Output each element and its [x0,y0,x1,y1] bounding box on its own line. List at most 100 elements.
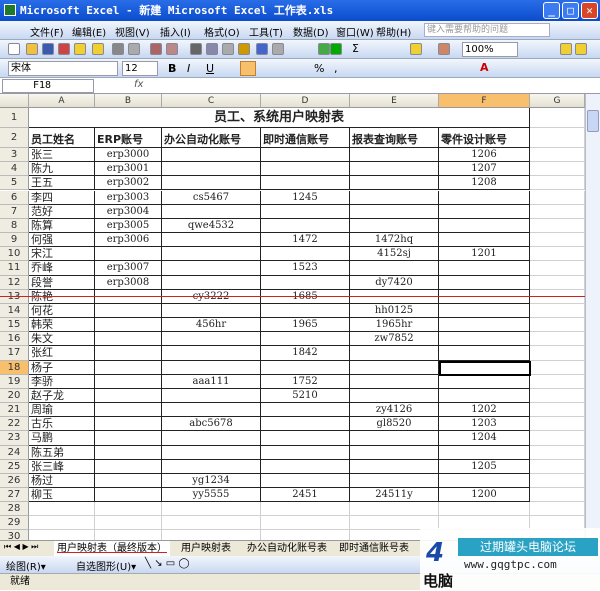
name-box[interactable]: F18 [2,79,94,93]
employee-name-cell[interactable]: 何花 [29,303,95,319]
active-cell-f18[interactable] [439,360,531,376]
row-header[interactable]: 30 [0,530,29,540]
toolbar-icon[interactable] [92,43,104,55]
employee-name-cell[interactable]: 朱文 [29,332,95,347]
account-cell[interactable] [439,303,530,319]
toolbar-icon[interactable] [58,43,70,55]
account-cell[interactable] [350,346,439,361]
worksheet-grid[interactable]: A B C D E F G 1 2 3 4 5 6 7 8 9 10 11 12 13 14 15 16 17 18 19 20 21… [0,94,585,540]
account-cell[interactable] [162,176,261,191]
maximize-button[interactable]: □ [562,2,579,19]
employee-name-cell[interactable]: 马鹏 [29,431,95,446]
account-cell[interactable] [439,204,530,219]
column-title[interactable]: ERP账号 [95,128,162,148]
account-cell[interactable] [350,445,439,460]
account-cell[interactable] [350,176,439,191]
menu-item[interactable]: 文件(F) [30,28,64,39]
account-cell[interactable] [261,275,350,290]
account-cell[interactable]: 1207 [439,162,530,177]
account-cell[interactable] [95,445,162,460]
toolbar-icon[interactable] [26,43,38,55]
employee-name-cell[interactable]: 李四 [29,190,95,205]
cell[interactable] [29,502,95,517]
account-cell[interactable]: 1204 [439,431,530,446]
cell[interactable] [530,388,585,404]
row-header[interactable]: 5 [0,176,29,191]
account-cell[interactable]: qwe4532 [162,218,261,233]
line-icon[interactable]: ╲ ↘ ▭ ◯ [145,558,190,569]
account-cell[interactable]: 1206 [439,148,530,163]
toolbar-icon[interactable] [318,43,330,55]
account-cell[interactable]: 1842 [261,346,350,361]
account-cell[interactable] [261,162,350,177]
account-cell[interactable] [95,303,162,319]
toolbar-icon[interactable] [560,43,572,55]
account-cell[interactable] [95,488,162,503]
cell[interactable] [162,502,261,517]
account-cell[interactable]: 1208 [439,176,530,191]
account-cell[interactable] [162,233,261,248]
row-header[interactable]: 26 [0,473,29,489]
bold-button[interactable]: B [168,62,177,75]
account-cell[interactable] [162,388,261,404]
account-cell[interactable] [162,459,261,474]
cell[interactable] [162,530,261,540]
row-header[interactable]: 7 [0,204,29,219]
cell[interactable] [530,176,585,191]
row-header[interactable]: 14 [0,303,29,319]
cell[interactable] [350,502,439,517]
account-cell[interactable] [95,346,162,361]
account-cell[interactable] [439,261,530,276]
toolbar-icon[interactable] [128,43,140,55]
employee-name-cell[interactable]: 张三 [29,148,95,163]
cell[interactable] [530,108,585,128]
cell[interactable] [530,318,585,333]
cell[interactable] [530,332,585,347]
account-cell[interactable] [261,431,350,446]
draw-menu-button[interactable]: 绘图(R)▾ [6,562,46,573]
cell[interactable] [261,516,350,531]
account-cell[interactable] [439,318,530,333]
row-header[interactable]: 11 [0,261,29,276]
employee-name-cell[interactable]: 陈五弟 [29,445,95,460]
row-header[interactable]: 6 [0,190,29,205]
employee-name-cell[interactable]: 韩荣 [29,318,95,333]
employee-name-cell[interactable]: 陈算 [29,218,95,233]
account-cell[interactable] [261,148,350,163]
account-cell[interactable] [162,204,261,219]
account-cell[interactable] [261,247,350,262]
account-cell[interactable] [162,346,261,361]
account-cell[interactable] [162,261,261,276]
toolbar-icon[interactable] [256,43,268,55]
account-cell[interactable] [162,247,261,262]
cell[interactable] [29,516,95,531]
account-cell[interactable] [350,218,439,233]
account-cell[interactable] [95,318,162,333]
cell[interactable] [530,403,585,418]
account-cell[interactable]: aaa111 [162,374,261,389]
account-cell[interactable]: erp3003 [95,190,162,205]
account-cell[interactable]: erp3006 [95,233,162,248]
cell[interactable] [530,303,585,319]
row-header[interactable]: 24 [0,445,29,460]
sheet-title[interactable]: 员工、系统用户映射表 [29,108,530,128]
account-cell[interactable] [95,332,162,347]
row-header[interactable]: 19 [0,374,29,389]
menu-item[interactable]: 插入(I) [160,28,191,39]
account-cell[interactable] [261,403,350,418]
account-cell[interactable]: 1205 [439,459,530,474]
account-cell[interactable]: erp3008 [95,275,162,290]
percent-button[interactable]: % [314,62,325,75]
toolbar-icon[interactable] [575,43,587,55]
cell[interactable] [530,247,585,262]
cell[interactable] [95,516,162,531]
account-cell[interactable]: dy7420 [350,275,439,290]
account-cell[interactable]: 4152sj [350,247,439,262]
cell[interactable] [530,190,585,205]
account-cell[interactable] [95,431,162,446]
account-cell[interactable] [439,233,530,248]
cell[interactable] [530,128,585,148]
account-cell[interactable] [439,218,530,233]
cell[interactable] [162,516,261,531]
italic-button[interactable]: I [187,62,191,75]
